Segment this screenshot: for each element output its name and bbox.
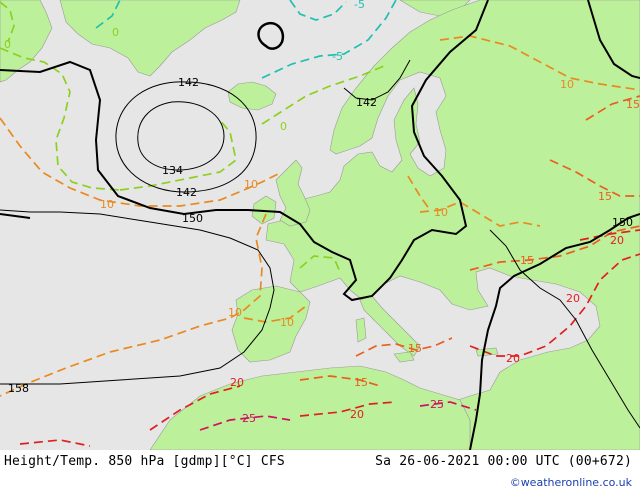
height-label-150-east: 150 <box>612 216 633 229</box>
temp-contour-20-east <box>579 229 640 241</box>
temp-label-15-b: 15 <box>598 190 612 203</box>
temp-contour-15-med <box>355 337 453 357</box>
temp-contour-15-balkans <box>469 225 640 271</box>
temp-contour-minus5-arc <box>261 0 397 79</box>
map-area: 142 134 142 150 142 150 158 -5 -5 0 0 0 … <box>0 0 640 450</box>
height-labels: 142 134 142 150 142 150 158 <box>8 76 633 395</box>
map-title: Height/Temp. 850 hPa [gdmp][°C] CFS <box>4 454 285 469</box>
height-contour-150-ne <box>587 0 640 79</box>
height-label-142: 142 <box>178 76 199 89</box>
great-britain-land <box>275 159 311 227</box>
height-contour-150 <box>0 0 489 302</box>
temp-contour-25-east <box>419 401 477 411</box>
northwest-land <box>0 0 53 83</box>
height-contour-142-low <box>115 81 257 193</box>
temp-label-15-c: 15 <box>520 254 534 267</box>
sardinia-land <box>355 317 367 343</box>
temp-label-10-a: 10 <box>100 198 114 211</box>
temp-label-15-a: 15 <box>626 98 640 111</box>
height-label-134: 134 <box>162 164 183 177</box>
height-contour-150-east <box>469 213 640 450</box>
temp-contour-15-africa <box>299 375 381 387</box>
temperature-contours <box>0 0 640 447</box>
height-label-158: 158 <box>8 382 29 395</box>
temp-contour-20-africa-west <box>149 385 241 431</box>
temp-label-0-c: 0 <box>4 38 11 51</box>
credit-link[interactable]: ©weatheronline.co.uk <box>509 476 632 489</box>
temp-contour-10-west <box>0 117 283 207</box>
temp-label-0-b: 0 <box>280 120 287 133</box>
land-areas <box>0 0 640 450</box>
height-contours <box>0 0 640 450</box>
height-contour-158-east <box>489 229 640 429</box>
temp-contour-0-north <box>261 65 385 125</box>
temp-label-10-c: 10 <box>228 306 242 319</box>
height-label-142-south: 142 <box>176 186 197 199</box>
height-contour-158 <box>0 209 275 385</box>
temp-contour-0-low <box>119 117 237 191</box>
map-footer: Height/Temp. 850 hPa [gdmp][°C] CFS Sa 2… <box>0 450 640 494</box>
north-africa-land <box>149 365 471 450</box>
temp-label-10-b: 10 <box>244 178 258 191</box>
sicily-land <box>393 351 415 363</box>
temp-label-20-b: 20 <box>566 292 580 305</box>
valid-time: Sa 26-06-2021 00:00 UTC (00+672) <box>375 454 632 469</box>
temp-contour-0-greenland <box>0 1 15 43</box>
temp-label-10-f: 10 <box>560 78 574 91</box>
temp-label-20-d: 20 <box>230 376 244 389</box>
temp-label-20-c: 20 <box>506 352 520 365</box>
temp-contour-15-east <box>549 159 640 197</box>
height-contour-150-greenland <box>257 21 285 50</box>
temperature-labels: -5 -5 0 0 0 10 10 10 10 10 10 15 15 15 1… <box>4 0 640 425</box>
temp-label-20-a: 20 <box>610 234 624 247</box>
iceland-land <box>227 81 277 111</box>
temp-label-10-e: 10 <box>434 206 448 219</box>
temp-contour-minus5-loop <box>289 0 347 21</box>
temp-label-25-b: 25 <box>430 398 444 411</box>
temp-label-15-d: 15 <box>408 342 422 355</box>
temp-label-10-d: 10 <box>280 316 294 329</box>
temp-contour-10-atlantic <box>0 213 267 397</box>
temp-contour-20-africa-south <box>19 439 91 447</box>
temp-contour-20-med <box>469 253 640 357</box>
temp-contour-minus5-north <box>95 0 121 29</box>
temp-label-20-e: 20 <box>350 408 364 421</box>
temp-label-minus5-b: -5 <box>332 50 343 63</box>
temp-contour-10-europe <box>419 201 541 227</box>
height-contour-150-south <box>0 213 31 219</box>
temp-contour-25-africa <box>199 415 291 431</box>
temp-contour-15-russia <box>585 95 640 121</box>
temp-label-15-e: 15 <box>354 376 368 389</box>
height-contour-142-north <box>343 59 411 101</box>
temp-label-minus5-a: -5 <box>354 0 365 11</box>
map-canvas: 142 134 142 150 142 150 158 -5 -5 0 0 0 … <box>0 0 640 450</box>
height-contour-134-core <box>137 101 225 171</box>
italy-land <box>359 295 421 357</box>
greenland-land <box>59 0 241 77</box>
temp-contour-0-europe <box>299 255 341 273</box>
height-label-142-north: 142 <box>356 96 377 109</box>
temp-contour-20-africa-mid <box>299 401 397 417</box>
temp-label-25-a: 25 <box>242 412 256 425</box>
temp-contour-10-iberia <box>243 305 307 323</box>
height-label-150: 150 <box>182 212 203 225</box>
temp-contour-10-scandinavia <box>407 175 431 211</box>
temp-label-0-a: 0 <box>112 26 119 39</box>
temp-contour-0-west <box>0 47 121 191</box>
